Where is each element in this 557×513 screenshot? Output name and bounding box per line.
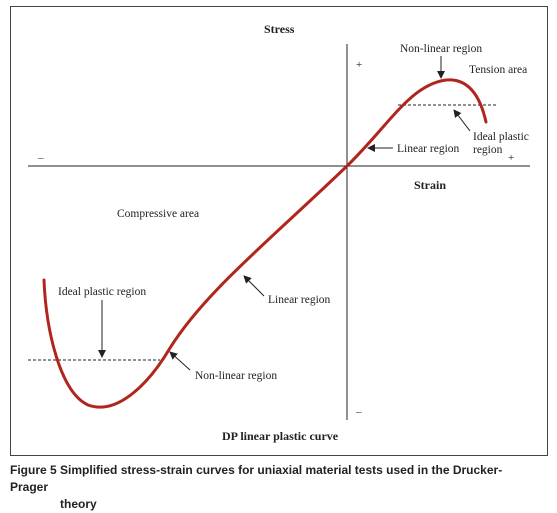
minus-sign-left: – [37,152,44,164]
arrow-linear-bottom [243,275,265,297]
label-tension-area: Tension area [469,64,527,76]
caption-label: Figure 5 [10,463,57,477]
label-linear-top: Linear region [397,143,460,155]
plus-sign-right: + [508,152,514,164]
label-compressive-area: Compressive area [117,208,199,220]
label-nonlinear-top: Non-linear region [400,43,482,55]
caption-text: Simplified stress-strain curves for unia… [10,463,503,494]
figure-frame [10,6,548,456]
arrow-nonlinear-bottom [169,351,191,371]
label-ideal-plastic-top-line1: Ideal plastic [473,131,529,143]
plus-sign-top: + [356,59,362,71]
label-ideal-plastic-bottom: Ideal plastic region [58,286,146,298]
diagram-bottom-title: DP linear plastic curve [222,429,339,443]
label-nonlinear-bottom: Non-linear region [195,370,277,382]
minus-sign-bottom: – [355,406,362,418]
figure-caption: Figure 5 Simplified stress-strain curves… [10,462,540,513]
label-linear-bottom: Linear region [268,294,331,306]
strain-axis-label: Strain [414,178,446,192]
label-ideal-plastic-top-line2: region [473,144,503,156]
stress-strain-curve [42,78,488,409]
caption-continuation: theory [60,497,97,511]
arrow-ideal-plastic-top [453,109,471,132]
stress-axis-title: Stress [264,22,295,36]
